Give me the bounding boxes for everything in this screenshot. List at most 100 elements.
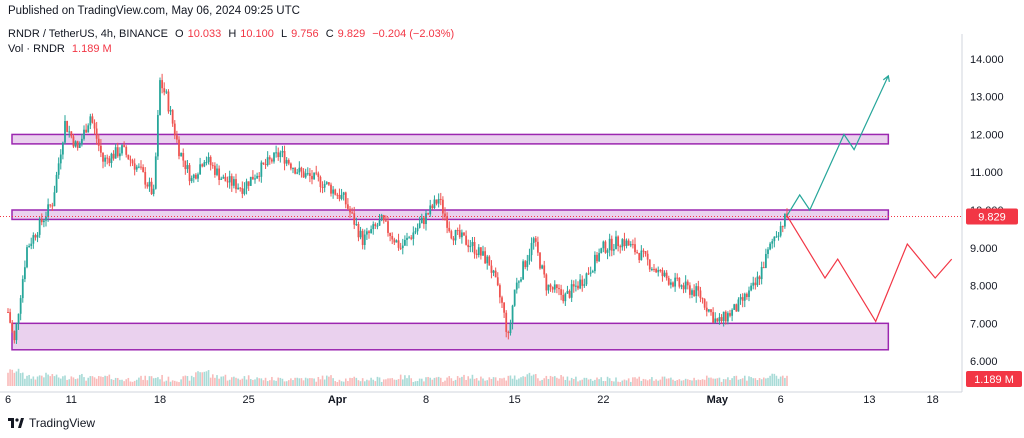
volume-bar xyxy=(526,374,529,386)
candle-body xyxy=(26,247,28,268)
volume-bar xyxy=(577,381,579,386)
volume-bar xyxy=(657,380,660,386)
candle-body xyxy=(501,297,503,303)
candle-body xyxy=(78,144,81,148)
volume-bar xyxy=(239,379,242,386)
volume-bar xyxy=(279,377,282,386)
candle-body xyxy=(695,286,698,297)
volume-bar xyxy=(245,379,248,386)
candle-body xyxy=(188,165,191,182)
candle-body xyxy=(114,147,117,159)
candle-body xyxy=(446,216,449,228)
volume-bar xyxy=(784,377,786,386)
candle-body xyxy=(699,290,702,299)
y-tick-label: 8.000 xyxy=(970,281,998,293)
volume-bar xyxy=(418,378,421,386)
volume-bar xyxy=(40,375,43,386)
candle-body xyxy=(712,312,715,323)
volume-bar xyxy=(249,379,252,386)
candle-body xyxy=(9,312,12,323)
volume-bar xyxy=(292,380,294,386)
candle-body xyxy=(460,232,463,238)
volume-bar xyxy=(416,381,419,386)
candle-body xyxy=(511,305,514,324)
candle-body xyxy=(344,192,347,205)
candle-body xyxy=(536,241,539,253)
candle-body xyxy=(228,176,231,183)
candle-body xyxy=(758,276,761,280)
volume-bar xyxy=(431,379,434,386)
volume-bar xyxy=(515,379,518,386)
candle-body xyxy=(355,224,358,226)
volume-bar xyxy=(152,378,155,386)
volume-bar xyxy=(412,381,415,386)
volume-bar xyxy=(252,379,254,386)
volume-bar xyxy=(689,379,691,386)
volume-bar xyxy=(344,378,347,386)
volume-bar xyxy=(370,377,372,386)
volume-bar xyxy=(427,376,429,386)
candle-body xyxy=(327,182,330,185)
candle-body xyxy=(532,238,535,243)
volume-bar xyxy=(678,379,681,386)
volume-bar xyxy=(228,379,231,386)
candle-body xyxy=(300,167,303,172)
x-tick-label: 18 xyxy=(154,394,166,406)
volume-bar xyxy=(17,368,20,386)
candle-body xyxy=(748,290,750,297)
volume-bar xyxy=(165,380,168,386)
volume-bar xyxy=(771,373,774,386)
volume-bar xyxy=(735,375,738,386)
candle-body xyxy=(693,290,696,297)
volume-bar xyxy=(530,375,533,386)
candle-body xyxy=(545,274,548,291)
candle-body xyxy=(165,91,168,93)
candle-body xyxy=(154,156,157,189)
volume-bar xyxy=(51,374,54,386)
candle-body xyxy=(463,232,465,236)
volume-bar xyxy=(539,380,541,386)
volume-bar xyxy=(361,378,364,386)
x-tick-label: 15 xyxy=(509,394,521,406)
volume-label[interactable]: Vol · RNDR xyxy=(8,43,65,55)
volume-bar xyxy=(188,380,191,386)
candle-body xyxy=(112,153,115,159)
volume-bar xyxy=(243,376,246,386)
candle-body xyxy=(583,284,586,286)
symbol-label[interactable]: RNDR / TetherUS, 4h, BINANCE xyxy=(8,28,168,40)
candle-body xyxy=(34,235,37,238)
tradingview-brand[interactable]: TradingView xyxy=(8,416,95,430)
volume-bar xyxy=(142,379,144,386)
volume-bar xyxy=(57,377,60,386)
candle-body xyxy=(621,239,624,248)
volume-bar xyxy=(323,379,326,386)
volume-bar xyxy=(731,378,733,386)
candle-body xyxy=(509,323,512,334)
volume-bar xyxy=(47,374,49,386)
candle-body xyxy=(334,189,337,195)
candle-body xyxy=(710,309,712,313)
candle-body xyxy=(433,199,436,209)
volume-bar xyxy=(615,377,617,386)
candle-body xyxy=(51,205,54,207)
support-resistance-zone xyxy=(11,209,890,221)
volume-bar xyxy=(739,379,742,386)
open-label: O xyxy=(175,28,184,40)
volume-bar xyxy=(737,379,740,386)
volume-bar xyxy=(545,375,548,386)
volume-bar xyxy=(564,379,567,386)
candle-body xyxy=(735,304,738,312)
candle-body xyxy=(235,179,237,190)
volume-bar xyxy=(604,381,607,386)
volume-bar xyxy=(471,374,474,386)
candle-body xyxy=(629,244,632,246)
volume-bar xyxy=(146,380,149,386)
volume-bar xyxy=(553,376,556,386)
volume-bar xyxy=(131,381,134,386)
candle-body xyxy=(448,227,451,232)
candle-body xyxy=(631,244,634,246)
volume-bar xyxy=(260,378,263,386)
volume-bar xyxy=(363,381,366,386)
candle-body xyxy=(384,220,387,222)
